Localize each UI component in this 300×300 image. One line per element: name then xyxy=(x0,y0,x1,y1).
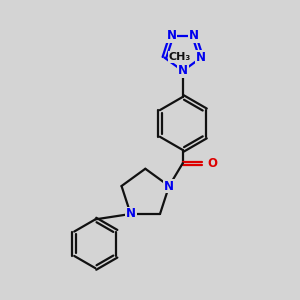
Text: N: N xyxy=(164,179,174,193)
Text: N: N xyxy=(178,64,188,77)
Text: N: N xyxy=(167,29,176,42)
Text: N: N xyxy=(126,208,136,220)
Text: N: N xyxy=(189,29,199,42)
Text: O: O xyxy=(207,157,217,169)
Text: CH₃: CH₃ xyxy=(169,52,191,62)
Text: N: N xyxy=(196,51,206,64)
